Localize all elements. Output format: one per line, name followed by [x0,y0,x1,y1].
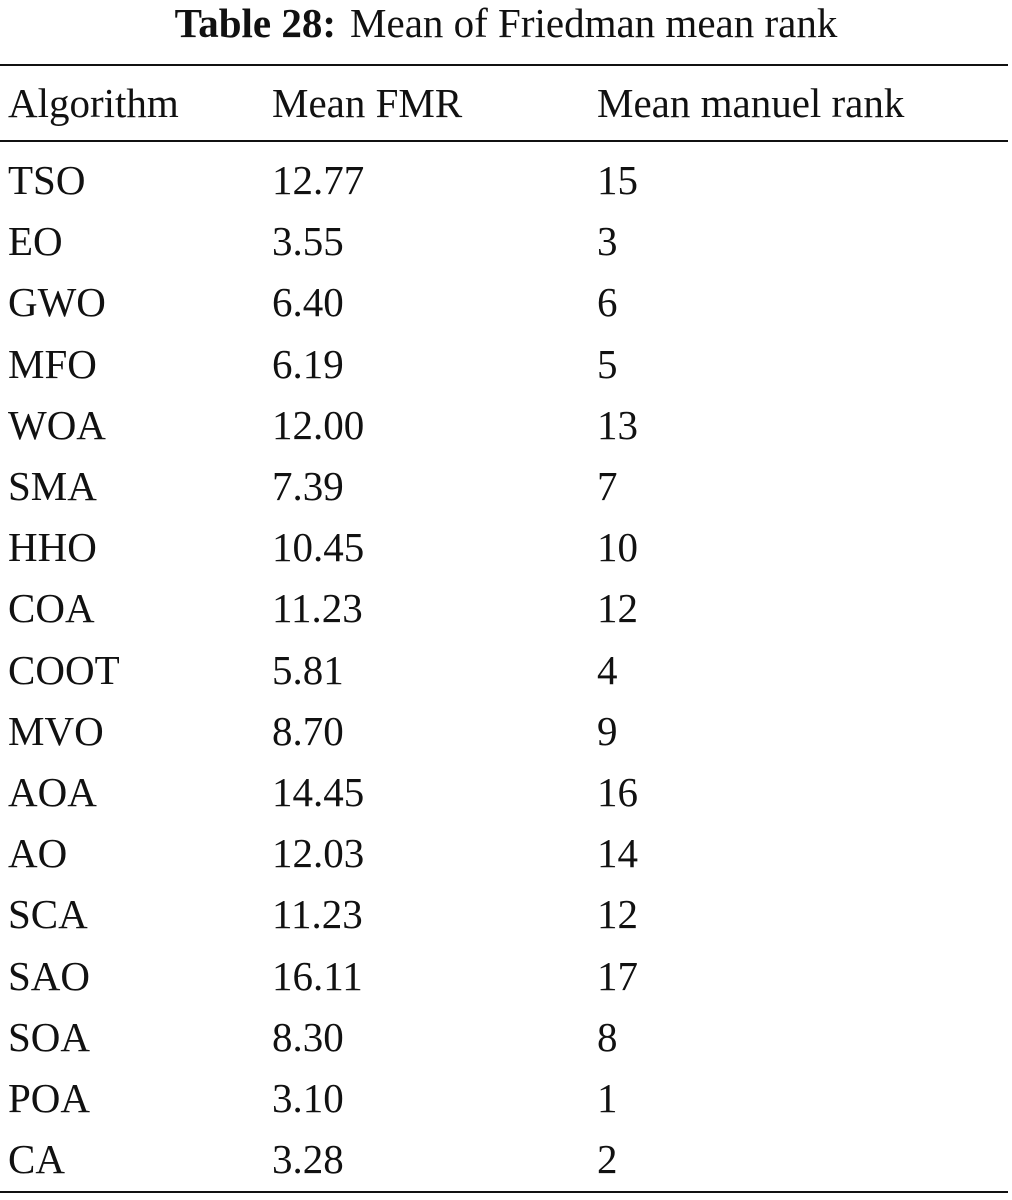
cell: 6.19 [272,340,344,387]
cell: 15 [597,157,638,203]
header-cell: Algorithm [8,80,179,126]
cell: 8 [597,1013,618,1060]
cell: 7 [597,463,618,509]
cell: 16.11 [272,952,363,999]
cell: 5.81 [272,646,344,693]
cell: 16 [597,769,638,815]
cell: 12 [597,891,638,938]
header-cell: Mean FMR [272,80,463,126]
cell: COOT [8,646,120,693]
cell: MVO [8,707,104,754]
cell: CA [8,1136,65,1183]
header-rule [0,140,1008,142]
cell: 3.10 [272,1075,344,1121]
cell: 2 [597,1136,618,1183]
cell: 6.40 [272,279,344,326]
cell: 12 [597,585,638,632]
cell: 8.30 [272,1013,344,1060]
cell: 9 [597,707,618,754]
cell: 12.77 [272,157,365,203]
cell: 12.00 [272,401,365,448]
cell: 10 [597,524,638,571]
cell: MFO [8,340,97,387]
cell: 1 [597,1075,618,1121]
cell: 10.45 [272,524,365,571]
cell: 8.70 [272,707,344,754]
cell: SOA [8,1013,91,1060]
cell: 3 [597,218,618,265]
cell: POA [8,1075,91,1121]
cell: 13 [597,401,638,448]
caption-label: Table 28: [174,0,337,46]
top-rule [0,64,1008,66]
cell: AOA [8,769,97,815]
bottom-rule [0,1191,1008,1193]
cell: 6 [597,279,618,326]
cell: 14.45 [272,769,365,815]
cell: WOA [8,401,106,448]
cell: EO [8,218,63,265]
caption: Table 28: Mean of Friedman mean rank [0,0,1012,46]
cell: 14 [597,830,638,877]
cell: 4 [597,646,618,693]
cell: 5 [597,340,618,387]
cell: 11.23 [272,891,363,938]
cell: 17 [597,952,638,999]
header-cell: Mean manuel rank [597,80,905,126]
cell: 11.23 [272,585,363,632]
cell: COA [8,585,95,632]
cell: SAO [8,952,91,999]
cell: TSO [8,157,86,203]
cell: HHO [8,524,97,571]
cell: SMA [8,463,97,509]
cell: GWO [8,279,106,326]
cell: 7.39 [272,463,344,509]
cell: 12.03 [272,830,365,877]
caption-text: Mean of Friedman mean rank [350,0,838,46]
cell: SCA [8,891,88,938]
cell: AO [8,830,68,877]
cell: 3.55 [272,218,344,265]
cell: 3.28 [272,1136,344,1183]
